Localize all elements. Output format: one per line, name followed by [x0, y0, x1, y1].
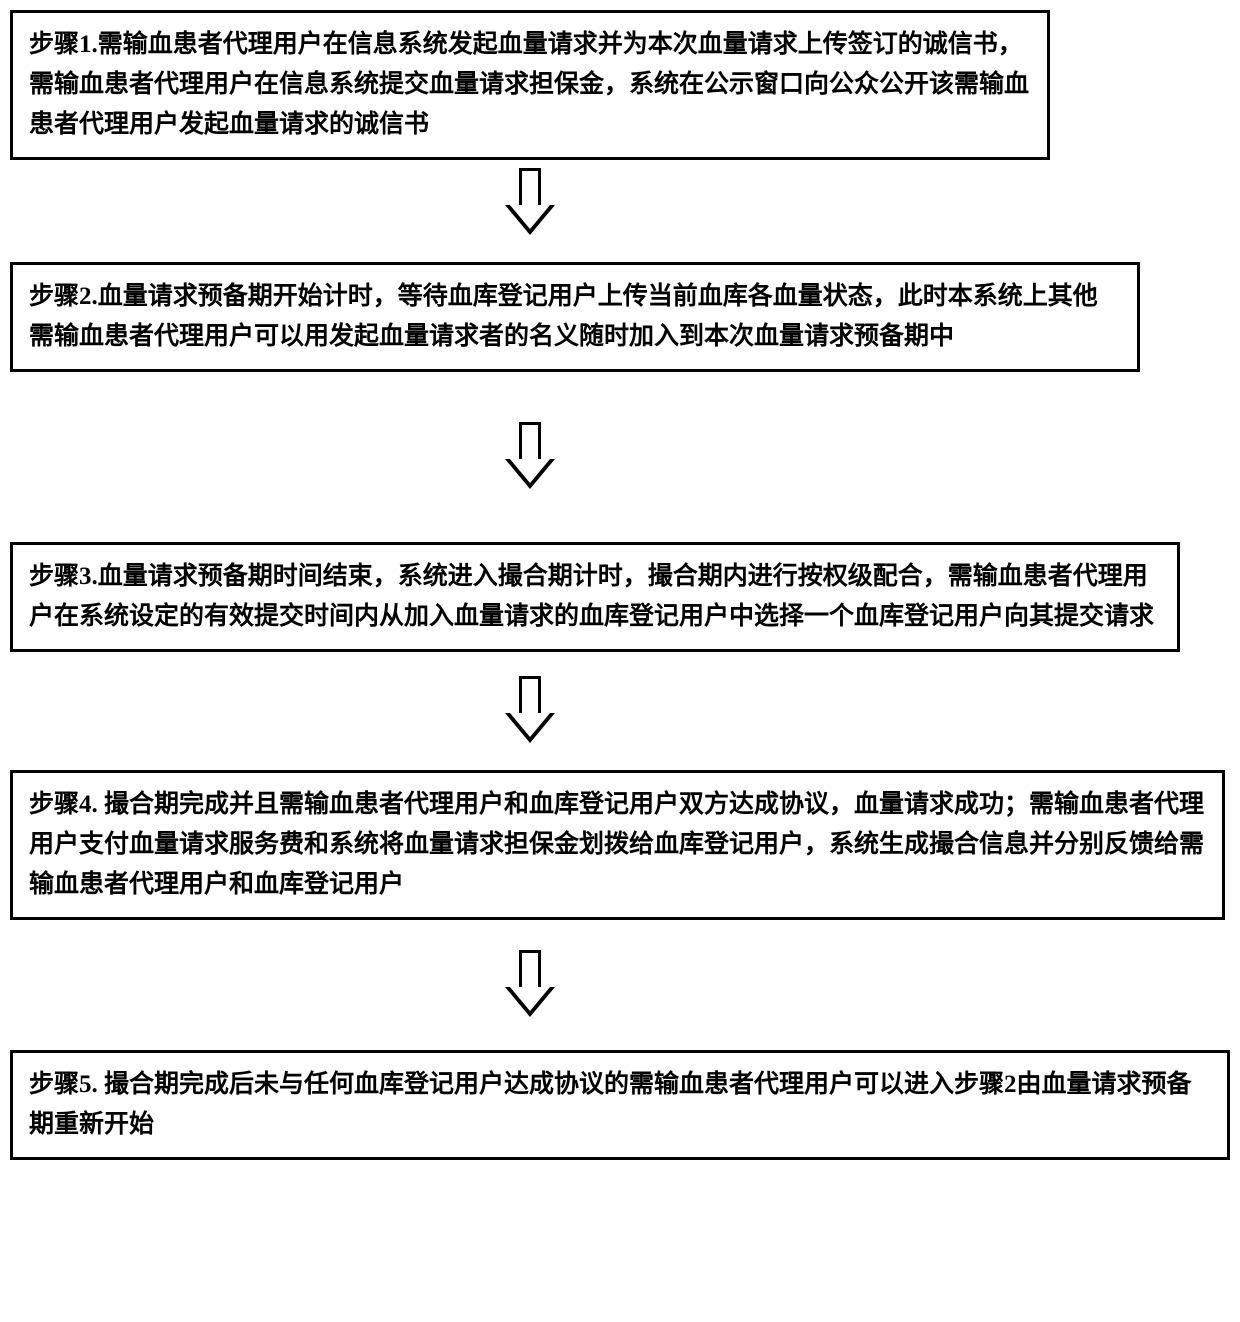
step-text: 步骤3.血量请求预备期时间结束，系统进入撮合期计时，撮合期内进行按权级配合，需输… [29, 563, 1154, 630]
flowchart-step-5: 步骤5. 撮合期完成后未与任何血库登记用户达成协议的需输血患者代理用户可以进入步… [10, 1050, 1230, 1160]
down-arrow-icon [505, 168, 555, 238]
arrow-2-to-3 [10, 372, 1050, 542]
flowchart-step-4: 步骤4. 撮合期完成并且需输血患者代理用户和血库登记用户双方达成协议，血量请求成… [10, 770, 1225, 920]
flowchart-step-2: 步骤2.血量请求预备期开始计时，等待血库登记用户上传当前血库各血量状态，此时本系… [10, 262, 1140, 372]
step-text: 步骤5. 撮合期完成后未与任何血库登记用户达成协议的需输血患者代理用户可以进入步… [29, 1071, 1192, 1138]
flowchart-step-1: 步骤1.需输血患者代理用户在信息系统发起血量请求并为本次血量请求上传签订的诚信书… [10, 10, 1050, 160]
step-text: 步骤1.需输血患者代理用户在信息系统发起血量请求并为本次血量请求上传签订的诚信书… [29, 31, 1029, 138]
down-arrow-icon [505, 422, 555, 492]
down-arrow-icon [505, 950, 555, 1020]
flowchart-step-3: 步骤3.血量请求预备期时间结束，系统进入撮合期计时，撮合期内进行按权级配合，需输… [10, 542, 1180, 652]
flowchart-container: 步骤1.需输血患者代理用户在信息系统发起血量请求并为本次血量请求上传签订的诚信书… [10, 10, 1230, 1160]
step-text: 步骤4. 撮合期完成并且需输血患者代理用户和血库登记用户双方达成协议，血量请求成… [29, 791, 1204, 898]
step-text: 步骤2.血量请求预备期开始计时，等待血库登记用户上传当前血库各血量状态，此时本系… [29, 283, 1098, 350]
arrow-1-to-2 [10, 160, 1050, 262]
arrow-3-to-4 [10, 652, 1050, 770]
down-arrow-icon [505, 676, 555, 746]
arrow-4-to-5 [10, 920, 1050, 1050]
